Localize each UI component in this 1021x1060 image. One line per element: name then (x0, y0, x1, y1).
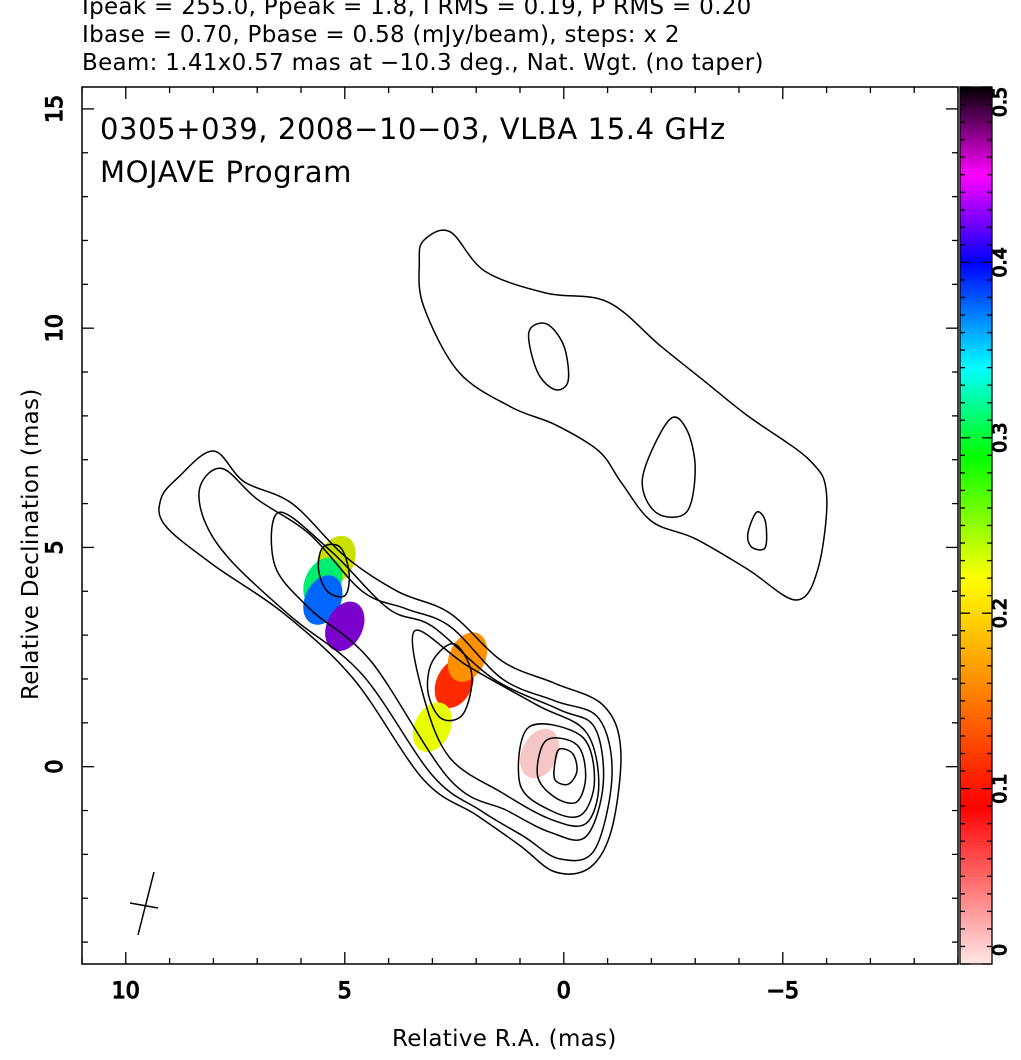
plot-frame (81, 86, 959, 965)
x-tick-label: 0 (557, 979, 571, 1004)
colorbar-tick-label: 0.4 (989, 247, 1011, 277)
beam-marker (129, 871, 159, 936)
contour-outer-knot-1 (527, 322, 570, 391)
polarization-patches (303, 535, 560, 779)
x-axis-label: Relative R.A. (mas) (392, 1026, 617, 1052)
contour-knot-a (426, 642, 473, 722)
header-line-2: Ibase = 0.70, Pbase = 0.58 (mJy/beam), s… (82, 22, 680, 48)
contour-core-2 (536, 737, 587, 804)
colorbar-tick-label: 0.1 (989, 773, 1011, 803)
map-title-line-1: 0305+039, 2008−10−03, VLBA 15.4 GHz (100, 112, 726, 146)
contour-inner-jet-4 (411, 629, 600, 827)
contour-inner-jet-outer (158, 450, 622, 875)
colorbar-tick-label: 0.5 (989, 87, 1011, 117)
colorbar-tick-label: 0 (989, 944, 1011, 956)
y-tick-label: 0 (43, 760, 68, 774)
axis-ticks: 10 5 0 −5 0 5 10 15 (42, 87, 959, 1005)
colorbar (959, 86, 993, 965)
header-line-3: Beam: 1.41x0.57 mas at −10.3 deg., Nat. … (82, 50, 764, 76)
contour-core-1 (517, 723, 596, 818)
colorbar-tick-label: 0.3 (989, 423, 1011, 453)
map-title-line-2: MOJAVE Program (100, 155, 353, 189)
x-tick-label: 5 (338, 979, 352, 1004)
contour-inner-jet-2 (198, 467, 613, 862)
y-axis-label: Relative Declination (mas) (18, 388, 44, 700)
colorbar-ticks: 0 0.1 0.2 0.3 0.4 0.5 (960, 86, 1012, 965)
contour-inner-jet-3 (270, 511, 605, 841)
contour-knot-b (317, 543, 351, 598)
contour-core-3 (553, 747, 578, 786)
x-tick-label: −5 (767, 979, 799, 1004)
y-tick-label: 5 (43, 540, 68, 554)
header-line-1: Ipeak = 255.0, Ppeak = 1.8, I RMS = 0.19… (82, 0, 752, 20)
polarization-patch-knot-b-dark (325, 601, 365, 652)
intensity-contours (158, 229, 828, 875)
contour-outer-knot-3 (746, 511, 768, 551)
contour-outer-knot-2 (641, 416, 696, 519)
colorbar-tick-label: 0.2 (989, 598, 1011, 628)
y-tick-label: 15 (43, 95, 68, 123)
y-tick-label: 10 (43, 314, 68, 342)
contour-outer-jet (418, 229, 828, 601)
x-tick-label: 10 (112, 979, 140, 1004)
